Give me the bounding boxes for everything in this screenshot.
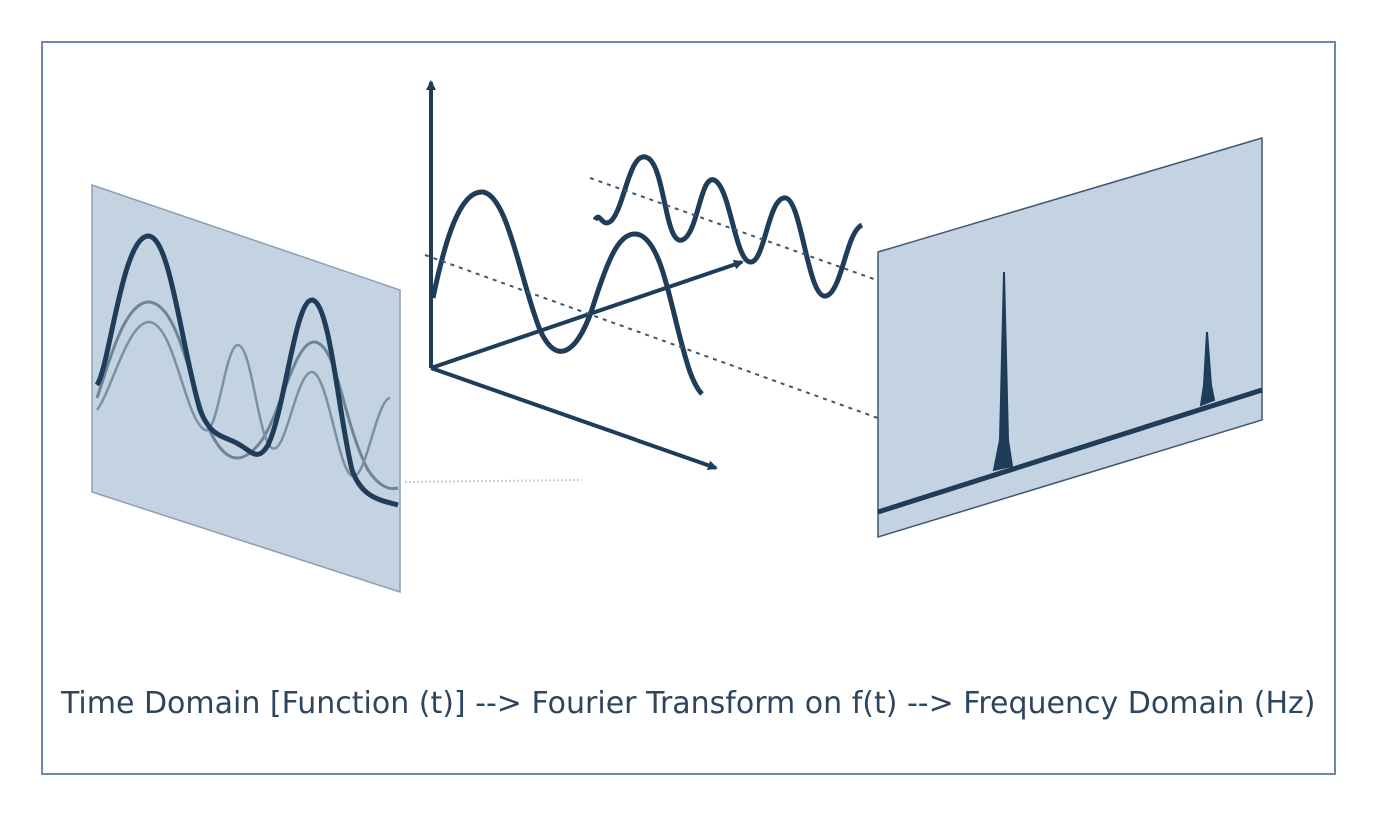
frequency-peak-1: [992, 271, 1014, 472]
time-composite-wave: [94, 233, 399, 508]
diagram-frame: [41, 41, 1336, 775]
frequency-domain-panel: [877, 136, 1263, 539]
frequency-peak-2: [1199, 331, 1216, 407]
high-frequency-wave: [592, 154, 864, 299]
time-component-wave-2: [95, 320, 391, 478]
transform-axes: [426, 80, 744, 471]
projection-line-2: [424, 254, 1001, 463]
time-component-wave-1: [95, 300, 399, 491]
connector-line: [404, 479, 583, 483]
time-domain-panel: [91, 183, 401, 594]
frequency-axis: [430, 259, 744, 370]
diagram-caption: Time Domain [Function (t)] --> Fourier T…: [61, 686, 1316, 721]
depth-axis: [430, 366, 718, 471]
low-frequency-wave: [430, 189, 704, 396]
frequency-baseline: [877, 387, 1263, 515]
